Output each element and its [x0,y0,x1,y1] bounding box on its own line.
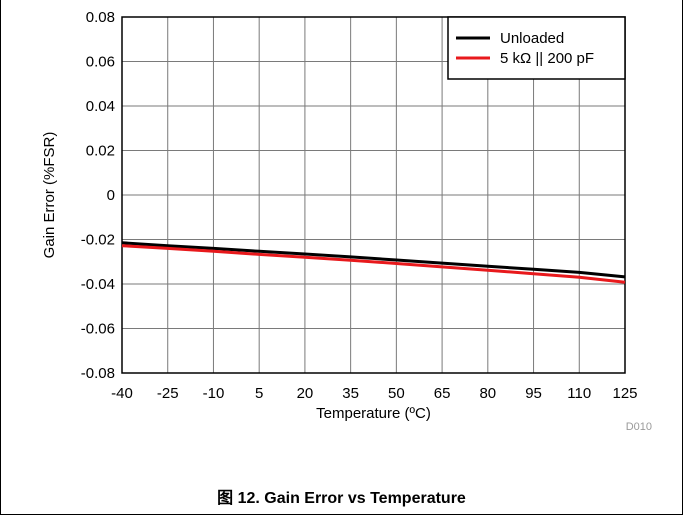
y-tick-label: 0.04 [86,98,115,115]
x-tick-label: 20 [297,385,314,402]
legend: Unloaded 5 kΩ || 200 pF [447,16,626,80]
plot-area-border [121,16,626,374]
series-line-unloaded [121,241,626,279]
x-tick-label: -40 [111,385,133,402]
x-tick-label: -10 [203,385,225,402]
x-tick-label: 95 [525,385,542,402]
x-tick-label: 125 [612,385,637,402]
x-tick-label: 50 [388,385,405,402]
legend-box [447,16,626,80]
y-tick-label: 0.08 [86,9,115,26]
x-tick-label: 65 [434,385,451,402]
series-layer [121,241,626,284]
x-tick-label: -25 [157,385,179,402]
y-axis-title: Gain Error (%FSR) [41,132,58,259]
x-axis-title: Temperature (ºC) [316,405,431,422]
y-tick-label: -0.04 [81,276,115,293]
y-tick-label: 0.02 [86,143,115,160]
y-tick-label: 0.06 [86,54,115,71]
legend-label: Unloaded [500,30,564,47]
figure-code-label: D010 [626,421,652,433]
legend-label: 5 kΩ || 200 pF [500,50,594,67]
y-tick-label: -0.08 [81,365,115,382]
series-line-loaded [121,244,626,284]
y-tick-label: -0.02 [81,232,115,249]
x-tick-label: 80 [479,385,496,402]
figure-caption: 图 12. Gain Error vs Temperature [217,490,466,507]
x-tick-label: 110 [567,385,591,402]
y-tick-label: 0 [107,187,115,204]
x-tick-label: 5 [255,385,263,402]
tick-label-layer: -40 -25 -10 5 20 35 50 65 80 95 110 125 -0.08 -0.06 -0… [81,9,638,402]
x-tick-label: 35 [342,385,359,402]
y-tick-label: -0.06 [81,321,115,338]
